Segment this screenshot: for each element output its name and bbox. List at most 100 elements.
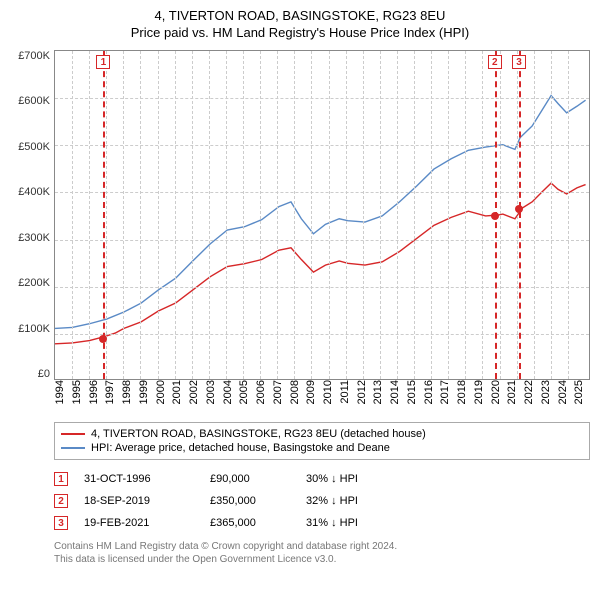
x-tick-label: 1997	[104, 380, 121, 407]
legend-swatch-price-paid	[61, 433, 85, 435]
marker-box-3: 3	[512, 55, 526, 69]
x-tick-label: 2022	[523, 380, 540, 407]
x-tick-label: 2012	[356, 380, 373, 407]
marker-dot-1	[99, 335, 107, 343]
y-tick-label: £400K	[18, 186, 50, 198]
x-tick-label: 2007	[272, 380, 289, 407]
x-tick-label: 2010	[322, 380, 339, 407]
y-tick-label: £600K	[18, 95, 50, 107]
gridline-vertical	[106, 51, 107, 379]
x-tick-label: 2000	[155, 380, 172, 407]
x-tick-label: 2002	[188, 380, 205, 407]
gridline-vertical	[397, 51, 398, 379]
marker-dot-2	[491, 212, 499, 220]
x-tick-label: 1998	[121, 380, 138, 407]
x-tick-label: 2020	[490, 380, 507, 407]
x-tick-label: 1994	[54, 380, 71, 407]
x-tick-label: 2025	[573, 380, 590, 407]
gridline-horizontal	[55, 240, 589, 241]
legend-box: 4, TIVERTON ROAD, BASINGSTOKE, RG23 8EU …	[54, 422, 590, 460]
chart-subtitle: Price paid vs. HM Land Registry's House …	[10, 25, 590, 40]
gridline-vertical	[294, 51, 295, 379]
x-tick-label: 1995	[71, 380, 88, 407]
gridline-horizontal	[55, 287, 589, 288]
marker-date: 19-FEB-2021	[84, 517, 194, 529]
series-line-price_paid	[55, 183, 586, 344]
marker-pct-vs-hpi: 31% ↓ HPI	[306, 517, 396, 529]
gridline-vertical	[363, 51, 364, 379]
gridline-vertical	[243, 51, 244, 379]
chart-title: 4, TIVERTON ROAD, BASINGSTOKE, RG23 8EU	[10, 8, 590, 23]
marker-table-box: 1	[54, 472, 68, 486]
x-tick-label: 2021	[506, 380, 523, 407]
gridline-vertical	[311, 51, 312, 379]
x-tick-label: 1999	[138, 380, 155, 407]
gridline-vertical	[140, 51, 141, 379]
legend-label-hpi: HPI: Average price, detached house, Basi…	[91, 442, 390, 454]
y-tick-label: £300K	[18, 232, 50, 244]
x-tick-label: 2004	[222, 380, 239, 407]
marker-table-row: 319-FEB-2021£365,00031% ↓ HPI	[54, 512, 590, 534]
x-tick-label: 2019	[473, 380, 490, 407]
marker-date: 18-SEP-2019	[84, 495, 194, 507]
line-series-svg	[55, 51, 589, 379]
legend-swatch-hpi	[61, 447, 85, 449]
marker-box-2: 2	[488, 55, 502, 69]
legend-item-hpi: HPI: Average price, detached house, Basi…	[61, 441, 583, 455]
gridline-vertical	[517, 51, 518, 379]
gridline-vertical	[192, 51, 193, 379]
marker-table-row: 2 18-SEP-2019 £350,000 32% ↓ HPI	[54, 490, 590, 512]
marker-table-row: 131-OCT-1996£90,00030% ↓ HPI	[54, 468, 590, 490]
marker-table: 131-OCT-1996£90,00030% ↓ HPI218-SEP-2019…	[54, 468, 590, 534]
marker-dot-3	[515, 205, 523, 213]
x-tick-label: 2015	[406, 380, 423, 407]
marker-date: 31-OCT-1996	[84, 473, 194, 485]
marker-table-box: 3	[54, 516, 68, 530]
legend-label-price-paid: 4, TIVERTON ROAD, BASINGSTOKE, RG23 8EU …	[91, 428, 426, 440]
y-tick-label: £700K	[18, 50, 50, 62]
x-tick-label: 2005	[238, 380, 255, 407]
x-tick-label: 2001	[171, 380, 188, 407]
gridline-horizontal	[55, 334, 589, 335]
marker-vline-3	[519, 51, 521, 379]
marker-pct-vs-hpi: 30% ↓ HPI	[306, 473, 396, 485]
x-tick-label: 2014	[389, 380, 406, 407]
series-line-hpi	[55, 96, 586, 329]
marker-price: £350,000	[210, 495, 290, 507]
x-tick-label: 2017	[439, 380, 456, 407]
marker-box-1: 1	[96, 55, 110, 69]
marker-vline-1	[103, 51, 105, 379]
marker-pct-vs-hpi: 32% ↓ HPI	[306, 495, 396, 507]
x-tick-label: 1996	[88, 380, 105, 407]
gridline-vertical	[89, 51, 90, 379]
gridline-vertical	[482, 51, 483, 379]
footer-attribution: Contains HM Land Registry data © Crown c…	[54, 540, 590, 566]
y-tick-label: £500K	[18, 141, 50, 153]
y-tick-label: £200K	[18, 277, 50, 289]
plot-area: £700K£600K£500K£400K£300K£200K£100K£0 12…	[10, 50, 590, 380]
gridline-horizontal	[55, 145, 589, 146]
gridline-vertical	[175, 51, 176, 379]
gridline-vertical	[431, 51, 432, 379]
gridline-vertical	[158, 51, 159, 379]
footer-line-1: Contains HM Land Registry data © Crown c…	[54, 540, 590, 553]
y-axis: £700K£600K£500K£400K£300K£200K£100K£0	[10, 50, 54, 380]
gridline-vertical	[465, 51, 466, 379]
gridline-vertical	[448, 51, 449, 379]
gridline-vertical	[277, 51, 278, 379]
gridline-vertical	[329, 51, 330, 379]
gridline-vertical	[226, 51, 227, 379]
x-tick-label: 2023	[540, 380, 557, 407]
x-tick-label: 2009	[305, 380, 322, 407]
gridline-vertical	[414, 51, 415, 379]
x-axis: 1994199519961997199819992000200120022003…	[54, 380, 590, 414]
gridline-vertical	[209, 51, 210, 379]
gridline-vertical	[260, 51, 261, 379]
marker-table-box: 2	[54, 494, 68, 508]
x-tick-label: 2016	[423, 380, 440, 407]
y-tick-label: £100K	[18, 323, 50, 335]
gridline-vertical	[380, 51, 381, 379]
gridline-vertical	[534, 51, 535, 379]
gridline-vertical	[551, 51, 552, 379]
x-tick-label: 2018	[456, 380, 473, 407]
